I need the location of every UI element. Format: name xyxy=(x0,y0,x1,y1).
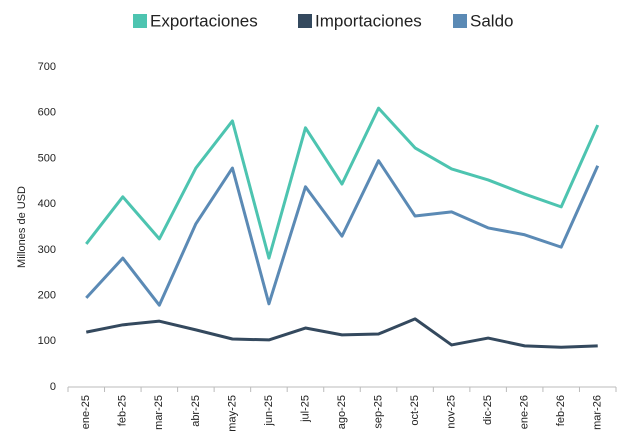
series-line xyxy=(85,317,598,349)
x-tick-label: nov-25 xyxy=(446,395,458,429)
legend-swatch xyxy=(453,14,467,28)
x-tick-label: mar-25 xyxy=(153,395,165,430)
y-tick-label: 100 xyxy=(38,335,56,347)
x-tick-label: jul-25 xyxy=(299,395,311,423)
x-tick-label: oct-25 xyxy=(409,395,421,426)
y-tick-label: 300 xyxy=(38,244,56,256)
x-tick-label: ene-26 xyxy=(519,395,531,429)
y-tick-label: 600 xyxy=(38,107,56,119)
legend-swatch xyxy=(133,14,147,28)
x-tick-label: may-25 xyxy=(226,395,238,431)
legend-label: Exportaciones xyxy=(150,11,258,30)
series-line xyxy=(85,159,600,307)
x-tick-label: sep-25 xyxy=(372,395,384,429)
legend-label: Saldo xyxy=(470,11,513,30)
y-tick-label: 200 xyxy=(38,289,56,301)
x-tick-label: feb-25 xyxy=(117,395,129,426)
legend-swatch xyxy=(298,14,312,28)
series-line xyxy=(85,106,600,260)
x-tick-label: feb-26 xyxy=(555,395,567,426)
x-tick-label: mar-26 xyxy=(592,395,604,430)
x-tick-label: ago-25 xyxy=(336,395,348,429)
y-tick-label: 400 xyxy=(38,198,56,210)
legend-label: Importaciones xyxy=(315,11,422,30)
y-axis-label: Millones de USD xyxy=(16,186,28,268)
y-tick-label: 0 xyxy=(50,381,56,393)
x-tick-label: dic-25 xyxy=(482,395,494,425)
y-tick-label: 500 xyxy=(38,152,56,164)
x-tick-label: jun-25 xyxy=(263,395,275,427)
x-tick-label: abr-25 xyxy=(190,395,202,427)
x-tick-label: ene-25 xyxy=(80,395,92,429)
y-tick-label: 700 xyxy=(38,61,56,73)
